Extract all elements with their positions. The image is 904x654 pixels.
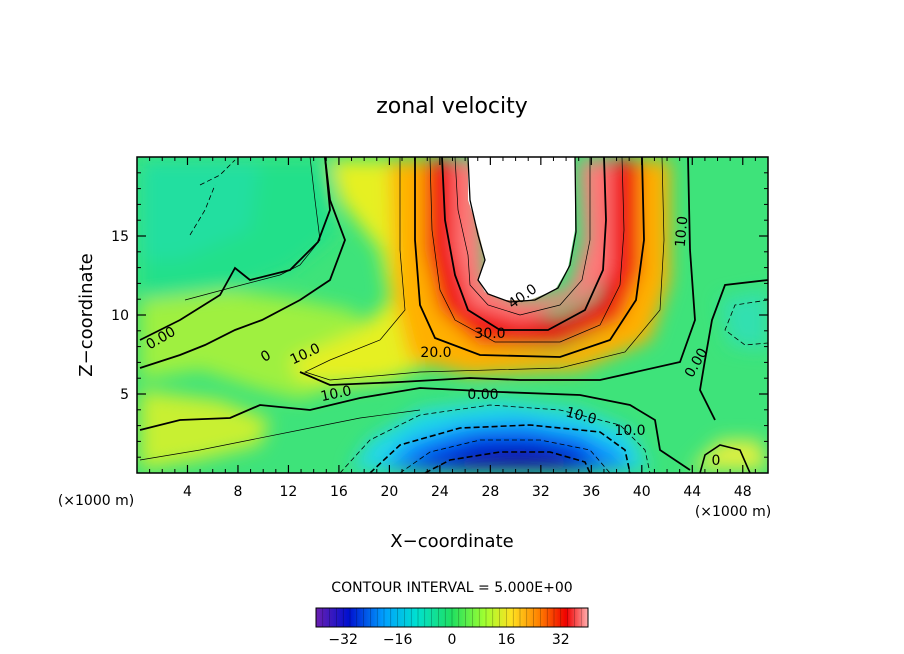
contour-line-30 bbox=[441, 157, 607, 331]
contour-lines bbox=[139, 157, 768, 473]
x-tick-label: 28 bbox=[481, 484, 499, 500]
contour-line-5-lower bbox=[139, 409, 421, 461]
y-tick-label: 15 bbox=[111, 229, 129, 245]
contour-label: 10.0 bbox=[614, 423, 645, 439]
x-tick-label: 40 bbox=[633, 484, 651, 500]
y-axis-ticks: 5 10 15 bbox=[111, 172, 768, 458]
x-tick-label: 32 bbox=[532, 484, 550, 500]
contour-label: 10.0 bbox=[564, 404, 598, 428]
contour-label: 0 bbox=[712, 453, 721, 469]
field-region-yellow-bottom-left bbox=[140, 390, 270, 470]
contour-line-0-lower bbox=[139, 387, 691, 471]
contour-line-minus5-right bbox=[724, 299, 768, 346]
x-axis-label: X−coordinate bbox=[390, 531, 513, 552]
contour-line-25 bbox=[429, 157, 625, 343]
y-tick-label: 10 bbox=[111, 308, 129, 324]
contour-line-20 bbox=[414, 157, 645, 358]
contour-line-minus5-left bbox=[189, 159, 236, 236]
contour-line-minus15 bbox=[399, 439, 611, 473]
x-tick-label: 24 bbox=[431, 484, 449, 500]
x-tick-label: 48 bbox=[734, 484, 752, 500]
contour-label: 10.0 bbox=[673, 215, 692, 247]
contour-line-0 bbox=[139, 157, 331, 341]
contour-line-right-low bbox=[699, 444, 751, 473]
colorbar-ticks: −32 −16 0 16 32 bbox=[328, 632, 569, 648]
colorbar-stripes bbox=[322, 608, 582, 627]
x-axis-ticks: 4 8 12 16 20 24 28 32 36 40 44 48 bbox=[149, 157, 769, 500]
x-tick-label: 4 bbox=[183, 484, 192, 500]
contour-field: 40.0 30.0 20.0 10.0 10.0 10.0 10.0 0.00 … bbox=[137, 157, 768, 473]
colorbar-frame bbox=[315, 607, 589, 628]
x-tick-label: 16 bbox=[330, 484, 348, 500]
contour-interval-label: CONTOUR INTERVAL = 5.000E+00 bbox=[331, 580, 572, 596]
contour-label: 30.0 bbox=[474, 326, 505, 342]
x-tick-label: 8 bbox=[233, 484, 242, 500]
field-region-right-lightgreen bbox=[690, 440, 768, 470]
colorbar-tick-label: −16 bbox=[383, 632, 413, 648]
contour-line-10-lower bbox=[299, 157, 696, 386]
contour-line-10 bbox=[139, 157, 346, 369]
colorbar-gradient bbox=[316, 608, 588, 627]
chart-title: zonal velocity bbox=[376, 94, 528, 119]
contour-line-35 bbox=[454, 157, 591, 316]
colorbar: −32 −16 0 16 32 bbox=[315, 607, 589, 648]
contour-line-15 bbox=[304, 157, 665, 381]
colorbar-tick-label: 32 bbox=[552, 632, 570, 648]
contour-label: 10.0 bbox=[319, 383, 353, 405]
x-unit-label: (×1000 m) bbox=[58, 493, 134, 509]
contour-line-5 bbox=[184, 157, 321, 301]
contour-line-40 bbox=[467, 157, 577, 303]
y-tick-label: 5 bbox=[120, 387, 129, 403]
contour-line-minus10 bbox=[369, 424, 631, 473]
colorbar-tick-label: 0 bbox=[448, 632, 457, 648]
contour-line-minus20 bbox=[424, 451, 591, 473]
contour-label: 20.0 bbox=[420, 345, 451, 361]
y-axis-label: Z−coordinate bbox=[76, 253, 97, 376]
field-region-upper-left-cyan bbox=[140, 160, 260, 260]
colorbar-tick-label: 16 bbox=[497, 632, 515, 648]
x-tick-label: 20 bbox=[380, 484, 398, 500]
contour-label: 0.00 bbox=[467, 387, 498, 403]
x-tick-label: 36 bbox=[582, 484, 600, 500]
contour-line-0-right bbox=[699, 279, 768, 421]
jet-max-region bbox=[468, 157, 575, 300]
x-tick-label: 44 bbox=[683, 484, 701, 500]
x-unit-label-right: (×1000 m) bbox=[695, 504, 771, 520]
colorbar-tick-label: −32 bbox=[328, 632, 358, 648]
x-tick-label: 12 bbox=[280, 484, 298, 500]
contour-line-minus5 bbox=[339, 404, 651, 473]
field-region-darkblue bbox=[440, 450, 580, 470]
